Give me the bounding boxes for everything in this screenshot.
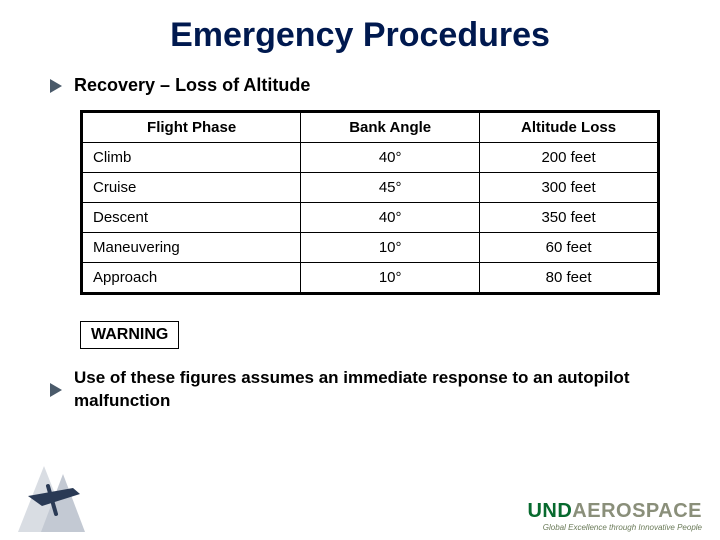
table-row: Approach10°80 feet — [82, 263, 659, 294]
page-title: Emergency Procedures — [0, 0, 720, 65]
subheading-text: Recovery – Loss of Altitude — [74, 75, 310, 96]
table-body: Climb40°200 feetCruise45°300 feetDescent… — [82, 143, 659, 294]
subheading-row: Recovery – Loss of Altitude — [50, 75, 670, 96]
cell-phase: Descent — [82, 203, 301, 233]
cell-altitude-loss: 350 feet — [480, 203, 659, 233]
col-altitude-loss: Altitude Loss — [480, 112, 659, 143]
cell-phase: Approach — [82, 263, 301, 294]
brand-tagline: Global Excellence through Innovative Peo… — [543, 523, 702, 532]
brand-block: UNDAEROSPACE Global Excellence through I… — [527, 501, 702, 532]
bullet-icon — [50, 79, 62, 93]
cell-bank-angle: 10° — [301, 263, 480, 294]
col-flight-phase: Flight Phase — [82, 112, 301, 143]
brand-und: UND — [527, 500, 572, 522]
table-row: Descent40°350 feet — [82, 203, 659, 233]
table-row: Climb40°200 feet — [82, 143, 659, 173]
table-header-row: Flight Phase Bank Angle Altitude Loss — [82, 112, 659, 143]
altitude-loss-table: Flight Phase Bank Angle Altitude Loss Cl… — [80, 110, 660, 295]
cell-phase: Climb — [82, 143, 301, 173]
warning-text: Use of these figures assumes an immediat… — [74, 367, 670, 413]
brand-aero: AEROSPACE — [572, 500, 702, 522]
cell-bank-angle: 45° — [301, 173, 480, 203]
cell-bank-angle: 10° — [301, 233, 480, 263]
cell-phase: Maneuvering — [82, 233, 301, 263]
content-area: Recovery – Loss of Altitude Flight Phase… — [0, 75, 720, 413]
org-logo-icon — [18, 466, 96, 532]
warning-label: WARNING — [80, 321, 179, 349]
cell-bank-angle: 40° — [301, 143, 480, 173]
cell-altitude-loss: 300 feet — [480, 173, 659, 203]
footer: UNDAEROSPACE Global Excellence through I… — [18, 466, 702, 532]
col-bank-angle: Bank Angle — [301, 112, 480, 143]
cell-altitude-loss: 200 feet — [480, 143, 659, 173]
warning-row: Use of these figures assumes an immediat… — [50, 367, 670, 413]
table-row: Cruise45°300 feet — [82, 173, 659, 203]
cell-altitude-loss: 80 feet — [480, 263, 659, 294]
brand-text: UNDAEROSPACE — [527, 501, 702, 521]
cell-bank-angle: 40° — [301, 203, 480, 233]
table-row: Maneuvering10°60 feet — [82, 233, 659, 263]
bullet-icon — [50, 383, 62, 397]
cell-phase: Cruise — [82, 173, 301, 203]
table-wrapper: Flight Phase Bank Angle Altitude Loss Cl… — [50, 110, 670, 295]
cell-altitude-loss: 60 feet — [480, 233, 659, 263]
